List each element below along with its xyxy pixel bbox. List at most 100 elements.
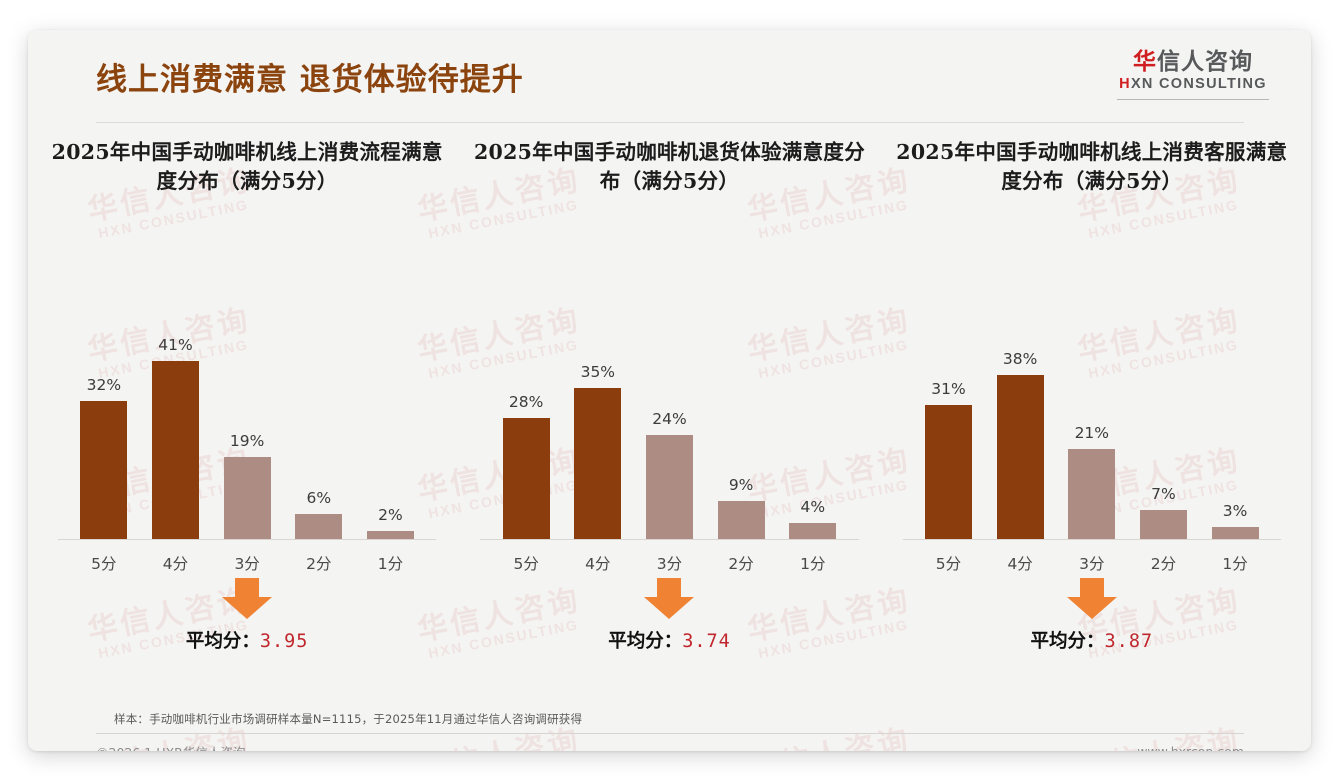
x-axis-ticks: 5分 4分 3分 2分 1分: [490, 552, 848, 574]
source-footnote: 样本：手动咖啡机行业市场调研样本量N=1115，于2025年11月通过华信人咨询…: [114, 712, 583, 726]
bar-rect: [366, 531, 414, 540]
bar-item: 7%: [1131, 282, 1195, 540]
x-tick-label: 1分: [800, 555, 826, 573]
slide-canvas: 华信人咨询 HXN CONSULTING 华信人咨询 HXN CONSULTING 华信…: [28, 30, 1311, 751]
x-axis-line: [58, 539, 437, 540]
bar-value-label: 28%: [508, 393, 544, 412]
average-block: 平均分：3.74: [458, 578, 880, 653]
logo-cn-highlight: 华: [1133, 49, 1157, 75]
x-axis-line: [480, 539, 859, 540]
brand-logo: 华信人咨询 HXN CONSULTING: [1117, 50, 1269, 101]
bar-item: 21%: [1060, 282, 1124, 540]
bar-rect: [924, 404, 972, 540]
page-title: 线上消费满意 退货体验待提升: [96, 62, 524, 98]
x-axis-ticks: 5分 4分 3分 2分 1分: [913, 552, 1271, 574]
website-link[interactable]: www.hxrcon.com: [1137, 744, 1244, 751]
x-tick-label: 4分: [1007, 555, 1033, 573]
bar-group: 32% 41% 19% 6% 2%: [68, 282, 426, 540]
average-value: 3.87: [1104, 631, 1154, 652]
chart-panel-3: 2025年中国手动咖啡机线上消费客服满意度分布（满分5分） 31% 38% 21% 7…: [881, 138, 1303, 698]
chart-panel-2: 2025年中国手动咖啡机退货体验满意度分布（满分5分） 28% 35% 24% 9% 4…: [458, 138, 880, 698]
x-tick-label: 4分: [585, 555, 611, 573]
x-tick-label: 3分: [656, 555, 683, 573]
bar-item: 31%: [916, 282, 980, 540]
bar-rect: [151, 361, 199, 540]
average-value: 3.74: [682, 631, 731, 652]
logo-en-highlight: H: [1119, 76, 1131, 93]
bar-value-label: 41%: [158, 336, 193, 355]
chart-title: 2025年中国手动咖啡机线上消费流程满意度分布（满分5分）: [51, 140, 443, 194]
logo-en-rest: XN CONSULTING: [1130, 76, 1267, 93]
bar-value-label: 4%: [800, 497, 826, 516]
average-score-text: 平均分：3.74: [458, 627, 880, 653]
bar-rect: [996, 374, 1044, 540]
x-tick-label: 5分: [513, 555, 539, 573]
x-tick-label: 5分: [91, 555, 117, 573]
logo-chinese-text: 华信人咨询: [1117, 50, 1269, 74]
average-block: 平均分：3.95: [36, 578, 458, 653]
x-tick-label: 2分: [306, 555, 332, 573]
bar-item: 32%: [72, 282, 136, 540]
bar-item: 28%: [494, 282, 558, 540]
chart-plot-area: 32% 41% 19% 6% 2% 5分 4分 3分 2分 1分: [50, 242, 444, 573]
average-score-text: 平均分：3.87: [881, 627, 1303, 653]
down-arrow-icon: [644, 578, 695, 619]
bar-value-label: 32%: [86, 375, 122, 394]
logo-cn-rest: 信人咨询: [1157, 49, 1253, 75]
x-tick-label: 2分: [1150, 555, 1177, 573]
logo-english-text: HXN CONSULTING: [1117, 77, 1269, 92]
bar-value-label: 6%: [306, 488, 332, 507]
x-tick-label: 2分: [728, 555, 754, 573]
charts-row: 2025年中国手动咖啡机线上消费流程满意度分布（满分5分） 32% 41% 19% 6…: [36, 138, 1303, 698]
bar-rect: [574, 387, 622, 540]
x-axis-line: [902, 539, 1281, 540]
bar-rect: [295, 513, 343, 540]
bar-rect: [1139, 509, 1187, 540]
bar-group: 31% 38% 21% 7% 3%: [913, 282, 1271, 540]
x-tick-label: 1分: [377, 555, 404, 573]
slide-header: 线上消费满意 退货体验待提升 华信人咨询 HXN CONSULTING: [28, 30, 1311, 123]
bar-rect: [1068, 448, 1116, 540]
bar-rect: [80, 400, 128, 540]
down-arrow-icon: [1066, 578, 1117, 619]
average-score-text: 平均分：3.95: [36, 627, 458, 653]
x-tick-label: 3分: [234, 555, 260, 573]
copyright-text: ©2026.1 HXR华信人咨询: [96, 742, 245, 751]
x-tick-label: 5分: [935, 555, 962, 573]
bar-value-label: 3%: [1222, 501, 1248, 520]
bar-value-label: 35%: [580, 362, 616, 381]
chart-title: 2025年中国手动咖啡机退货体验满意度分布（满分5分）: [473, 140, 866, 194]
bar-value-label: 9%: [728, 475, 754, 494]
bar-item: 2%: [358, 282, 422, 540]
footer-divider: [96, 733, 1244, 734]
bar-rect: [1211, 526, 1259, 540]
chart-panel-1: 2025年中国手动咖啡机线上消费流程满意度分布（满分5分） 32% 41% 19% 6…: [36, 138, 458, 698]
bar-rect: [223, 457, 271, 540]
bar-value-label: 31%: [931, 379, 966, 398]
bar-rect: [717, 500, 765, 540]
average-label: 平均分：: [608, 631, 683, 652]
bar-item: 41%: [143, 282, 207, 540]
bar-rect: [645, 435, 693, 540]
bar-rect: [502, 418, 550, 540]
bar-rect: [789, 522, 837, 540]
x-tick-label: 3分: [1079, 555, 1105, 573]
bar-item: 19%: [215, 282, 279, 540]
bar-item: 3%: [1203, 282, 1267, 540]
bar-value-label: 21%: [1074, 423, 1110, 442]
x-tick-label: 1分: [1222, 555, 1248, 573]
x-tick-label: 4分: [162, 555, 189, 573]
logo-underline: [1117, 99, 1269, 101]
chart-title: 2025年中国手动咖啡机线上消费客服满意度分布（满分5分）: [896, 140, 1288, 194]
bar-value-label: 2%: [378, 506, 403, 525]
header-divider: [96, 122, 1244, 123]
bar-value-label: 38%: [1002, 349, 1038, 368]
bar-item: 6%: [287, 282, 351, 540]
slide-footer: ©2026.1 HXR华信人咨询 www.hxrcon.com: [96, 742, 1244, 751]
bar-value-label: 19%: [229, 432, 265, 451]
chart-plot-area: 31% 38% 21% 7% 3% 5分 4分 3分 2分 1分: [895, 242, 1289, 573]
average-label: 平均分：: [1030, 631, 1105, 652]
bar-item: 24%: [637, 282, 701, 540]
bar-value-label: 7%: [1151, 484, 1176, 503]
chart-plot-area: 28% 35% 24% 9% 4% 5分 4分 3分 2分 1分: [472, 242, 866, 573]
